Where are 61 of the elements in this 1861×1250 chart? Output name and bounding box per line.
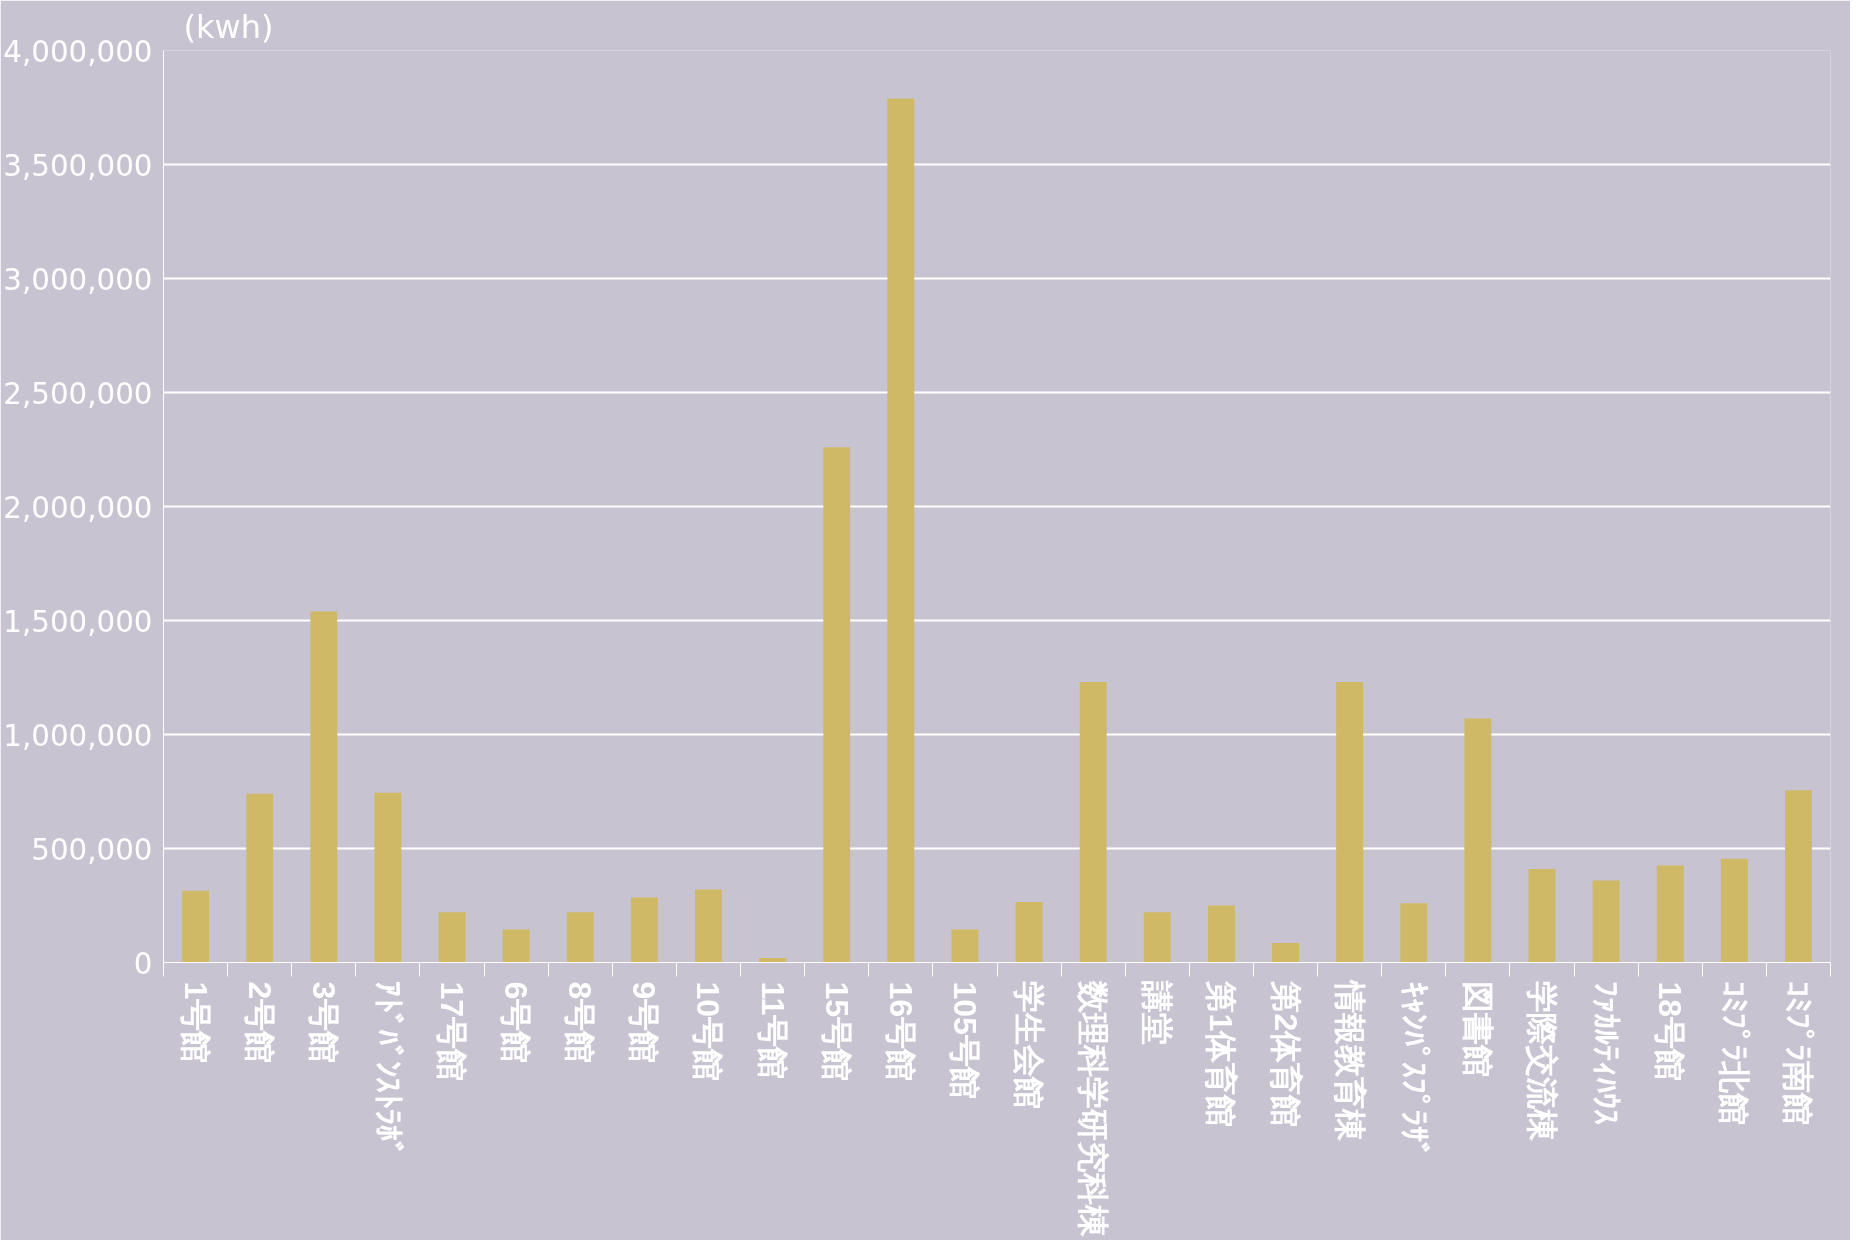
x-tick-label: 18号館	[1652, 981, 1689, 1082]
bar	[566, 912, 594, 963]
x-tick-label: 15号館	[818, 981, 855, 1082]
bar	[1015, 902, 1043, 963]
bar	[246, 793, 274, 963]
x-tick-label: 9号館	[626, 981, 663, 1064]
bar	[951, 929, 979, 963]
bar	[887, 98, 915, 963]
y-axis-title: (kwh)	[183, 7, 274, 46]
bar	[182, 890, 210, 963]
x-tick-label: 2号館	[241, 981, 278, 1064]
x-tick-label: 学際交流棟	[1523, 981, 1560, 1143]
bar	[1079, 682, 1107, 963]
x-tick-label: ｱﾄﾞﾊﾞﾝｽﾄﾗﾎﾞ	[369, 981, 406, 1158]
y-tick-label: 4,000,000	[3, 34, 153, 69]
x-tick-label: 情報教育棟	[1331, 979, 1368, 1143]
y-tick-label: 2,000,000	[3, 490, 153, 525]
x-tick-label: ｺﾐﾌﾟﾗ南館	[1780, 981, 1817, 1126]
x-tick-label: 1号館	[177, 981, 214, 1064]
x-tick-label: 105号館	[946, 981, 983, 1099]
x-tick-label: 数理科学研究科棟	[1075, 980, 1112, 1239]
x-tick-label: 10号館	[690, 981, 727, 1082]
bar	[1528, 869, 1556, 963]
x-tick-label: 3号館	[305, 981, 342, 1064]
x-tick-label: 学生会館	[1011, 981, 1048, 1110]
bar	[374, 792, 402, 963]
bar	[1272, 943, 1299, 963]
y-tick-label: 1,500,000	[3, 604, 153, 639]
bar	[1720, 858, 1748, 963]
x-tick-label: ｷｬﾝﾊﾟｽﾌﾟﾗｻﾞ	[1395, 981, 1432, 1158]
bar	[1592, 880, 1620, 963]
x-tick-label: 6号館	[498, 981, 535, 1064]
x-tick-label: 11号館	[754, 981, 791, 1080]
bar	[502, 929, 530, 963]
bar	[630, 897, 658, 963]
x-tick-label: 図書館	[1459, 981, 1496, 1078]
x-tick-label: ｺﾐﾌﾟﾗ北館	[1716, 981, 1753, 1126]
bar	[1336, 682, 1364, 963]
y-tick-label: 3,000,000	[3, 262, 153, 297]
x-tick-label: 17号館	[434, 981, 471, 1082]
y-tick-label: 0	[133, 946, 153, 981]
x-tick-label: 第1体育館	[1203, 980, 1240, 1128]
x-tick-label: 第2体育館	[1267, 980, 1304, 1128]
bar	[695, 889, 722, 963]
bar	[1784, 790, 1812, 963]
y-tick-label: 2,500,000	[3, 376, 153, 411]
bar	[1143, 912, 1171, 963]
bar	[1207, 905, 1235, 963]
bar	[438, 912, 466, 963]
bar	[823, 447, 851, 963]
x-tick-label: 8号館	[562, 981, 599, 1064]
bar	[1656, 865, 1684, 963]
y-tick-label: 3,500,000	[3, 148, 153, 183]
y-tick-label: 500,000	[31, 832, 153, 867]
bar	[1464, 718, 1492, 963]
bar	[310, 611, 338, 963]
y-tick-label: 1,000,000	[3, 718, 153, 753]
x-tick-label: ﾌｧｶﾙﾃｨﾊｳｽ	[1588, 981, 1625, 1126]
x-tick-label: 16号館	[882, 981, 919, 1082]
x-tick-label: 講堂	[1139, 980, 1176, 1046]
bar	[1400, 903, 1428, 963]
